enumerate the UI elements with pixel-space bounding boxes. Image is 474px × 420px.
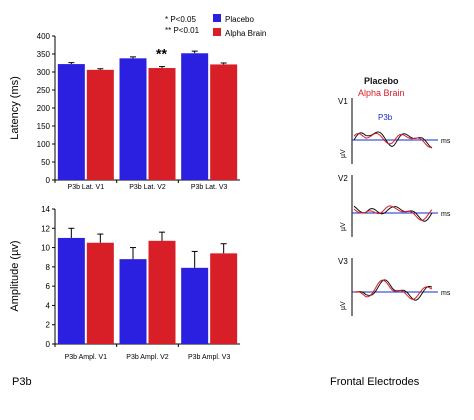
y-tick-label: 200 [37,104,51,113]
amplitude-chart: 0 2 4 6 8 10 12 14 Amplitude (µv) P3b Ampl. V1 P3b… [9,205,240,361]
bar [57,64,85,180]
right-caption: Frontal Electrodes [330,376,420,388]
erp-x-unit: ms [441,211,451,218]
sig-note-2: ** P<0.01 [165,26,200,35]
y-tick-label: 8 [46,263,51,272]
erp-y-unit: µV [340,149,347,158]
y-axis-label: Latency (ms) [9,76,21,140]
y-tick-label: 14 [41,205,50,214]
y-tick-label: 6 [46,282,51,291]
significance-marker: ** [156,46,167,62]
y-tick-label: 350 [37,50,51,59]
y-tick-label: 4 [46,301,51,310]
erp-trace-placebo [353,279,433,301]
erp-trace-alpha-brain [353,205,433,221]
legend-label-placebo: Placebo [225,15,254,24]
latency-chart: 0 50 100 150 200 250 300 350 400 Latency (ms) P3b … [9,32,240,191]
x-tick-label: P3b Lat. V3 [191,184,228,191]
erp-trace-alpha-brain [353,132,433,148]
y-tick-label: 50 [41,158,50,167]
y-axis-label: Amplitude (µv) [9,240,21,311]
legend-label-alpha-brain: Alpha Brain [225,29,266,38]
bar [119,58,147,180]
x-tick-label: P3b Ampl. V2 [126,354,169,361]
y-tick-label: 250 [37,86,51,95]
bar [119,259,147,344]
bar [148,68,176,180]
bar [181,53,209,180]
erp-trace-placebo [353,205,433,222]
bar [148,240,176,344]
erp-legend-placebo: Placebo [364,76,399,86]
y-tick-label: 150 [37,122,51,131]
y-tick-label: 300 [37,68,51,77]
bar [57,237,85,344]
x-tick-label: P3b Lat. V1 [68,184,105,191]
erp-panel-label: V2 [338,174,348,183]
erp-waveforms: Placebo Alpha Brain V1 µV ms P3b V2 µV ms V3 µV m… [338,76,451,316]
erp-trace-placebo [353,131,433,149]
bar [210,253,238,344]
y-tick-label: 12 [41,224,50,233]
sig-note-1: * P<0.05 [165,15,196,24]
y-tick-label: 400 [37,32,51,41]
bar [210,64,238,180]
erp-trace-alpha-brain [353,279,433,300]
erp-x-unit: ms [441,138,451,145]
erp-panel-label: V3 [338,257,348,266]
erp-panel-label: V1 [338,97,348,106]
x-tick-label: P3b Ampl. V1 [65,354,108,361]
y-tick-label: 0 [46,176,51,185]
legend-swatch-placebo [213,14,221,22]
x-tick-label: P3b Lat. V2 [129,184,166,191]
erp-legend-alpha-brain: Alpha Brain [358,88,405,98]
x-tick-label: P3b Ampl. V3 [188,354,231,361]
bar [86,242,114,344]
erp-y-unit: µV [340,222,347,231]
y-tick-label: 2 [46,321,51,330]
y-tick-label: 0 [46,340,51,349]
erp-peak-label: P3b [378,113,393,122]
y-tick-label: 10 [41,244,50,253]
y-tick-label: 100 [37,140,51,149]
erp-x-unit: ms [441,290,451,297]
left-caption: P3b [12,376,32,388]
bar [86,69,114,180]
bar [181,267,209,344]
legend-swatch-alpha-brain [213,28,221,36]
erp-y-unit: µV [340,301,347,310]
